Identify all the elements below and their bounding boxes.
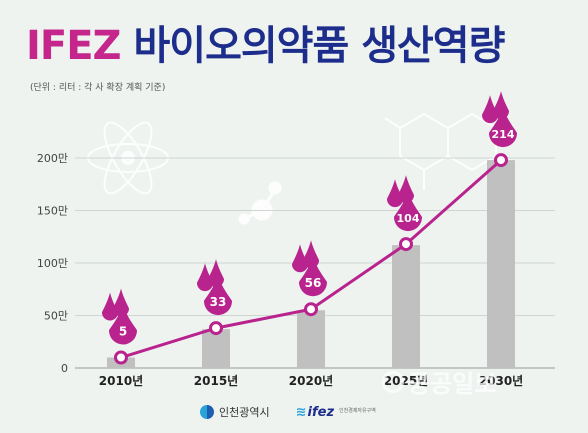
bar-layer [107, 160, 515, 368]
incheon-logo-text: 인천광역시 [219, 406, 270, 419]
droplet-small [292, 244, 308, 273]
droplet-small [303, 240, 319, 269]
y-tick-label: 150만 [37, 205, 68, 218]
watermark-icon [382, 370, 404, 393]
data-label: 33 [210, 295, 227, 309]
line-point [114, 350, 128, 365]
value-droplet [489, 107, 517, 148]
line-point [209, 321, 223, 336]
droplet-small [197, 263, 213, 292]
value-droplet [204, 275, 232, 316]
unit-note: (단위 : 리터 : 각 사 확장 계획 기준) [30, 83, 166, 93]
value-droplet [394, 191, 422, 232]
chart-title: IFEZ 바이오의약품 생산역량 [26, 23, 505, 69]
x-tick-label: 2015년 [194, 374, 238, 388]
title-brand: IFEZ [26, 23, 122, 69]
y-tick-label: 100만 [37, 257, 68, 270]
droplet-small [398, 175, 414, 204]
incheon-logo-icon [200, 405, 214, 419]
droplet-small [387, 179, 403, 208]
x-tick-label: 2020년 [289, 374, 333, 388]
watermark-text: 공공일보 [408, 370, 497, 398]
data-label: 214 [492, 128, 515, 141]
value-droplet [109, 304, 137, 345]
bar [297, 310, 325, 368]
droplet-small [493, 91, 509, 120]
incheon-logo: 인천광역시 [200, 404, 270, 420]
footer: 인천광역시 ifez 인천경제자유구역 [200, 404, 376, 420]
data-label: 5 [119, 325, 127, 339]
watermark: 공공일보 [382, 364, 496, 399]
ifez-logo-text: ifez [296, 405, 335, 420]
x-tick-label: 2010년 [99, 374, 143, 388]
bar [202, 329, 230, 368]
title-main: 바이오의약품 생산역량 [133, 23, 505, 69]
value-droplet [299, 256, 327, 297]
bar [487, 160, 515, 368]
y-tick-label: 0 [61, 362, 68, 375]
line-point [494, 153, 508, 168]
line-layer [114, 153, 508, 365]
ifez-logo-sub: 인천경제자유구역 [339, 408, 376, 415]
data-label: 56 [305, 276, 322, 290]
line-point [304, 302, 318, 317]
x-tick-label: 2030년 [479, 374, 523, 388]
droplet-small [482, 95, 498, 124]
molecule-decoration [238, 181, 282, 225]
droplet-small [208, 259, 224, 288]
droplet-small [102, 292, 118, 321]
bar [392, 245, 420, 368]
data-label: 104 [397, 212, 420, 225]
droplet-small [113, 288, 129, 317]
ifez-logo: ifez 인천경제자유구역 [296, 405, 376, 420]
line-point [399, 237, 413, 252]
y-tick-label: 50만 [44, 310, 68, 323]
drop-layer [102, 91, 517, 345]
y-tick-label: 200만 [37, 152, 68, 165]
